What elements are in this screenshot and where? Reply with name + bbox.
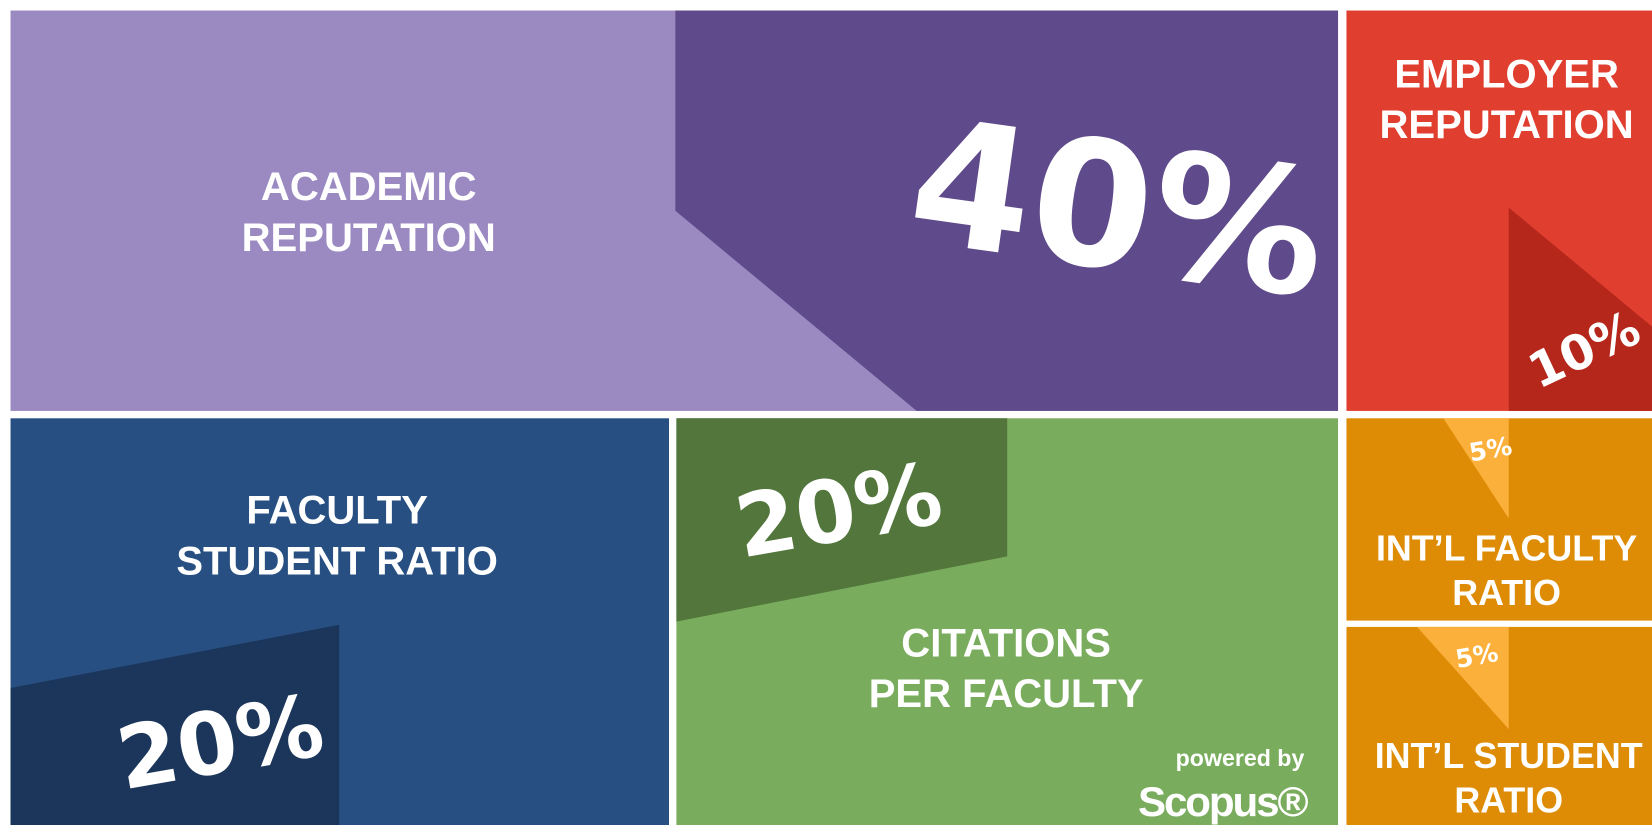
tile-label: PER FACULTY bbox=[869, 672, 1144, 716]
tile-label: FACULTY bbox=[246, 489, 428, 533]
tile-label: STUDENT RATIO bbox=[176, 539, 498, 583]
tile-accent bbox=[1417, 626, 1509, 730]
tile-label: RATIO bbox=[1454, 780, 1563, 820]
tile-label: EMPLOYER bbox=[1394, 52, 1619, 96]
tile-label: REPUTATION bbox=[1380, 103, 1634, 147]
tile-label: ACADEMIC bbox=[261, 165, 477, 209]
tile-accent bbox=[10, 624, 340, 825]
logo: Scopus® bbox=[1138, 778, 1308, 825]
tile-label: INT’L FACULTY bbox=[1376, 529, 1637, 569]
tile-label: CITATIONS bbox=[901, 621, 1111, 665]
tile-label: INT’L STUDENT bbox=[1375, 736, 1643, 776]
tile-label: RATIO bbox=[1452, 573, 1561, 613]
tile-accent bbox=[676, 418, 1008, 622]
tile-accent bbox=[1508, 207, 1652, 411]
tile-accent bbox=[675, 10, 1339, 411]
tile-label: REPUTATION bbox=[242, 216, 496, 260]
powered-by: powered by bbox=[1176, 745, 1305, 771]
